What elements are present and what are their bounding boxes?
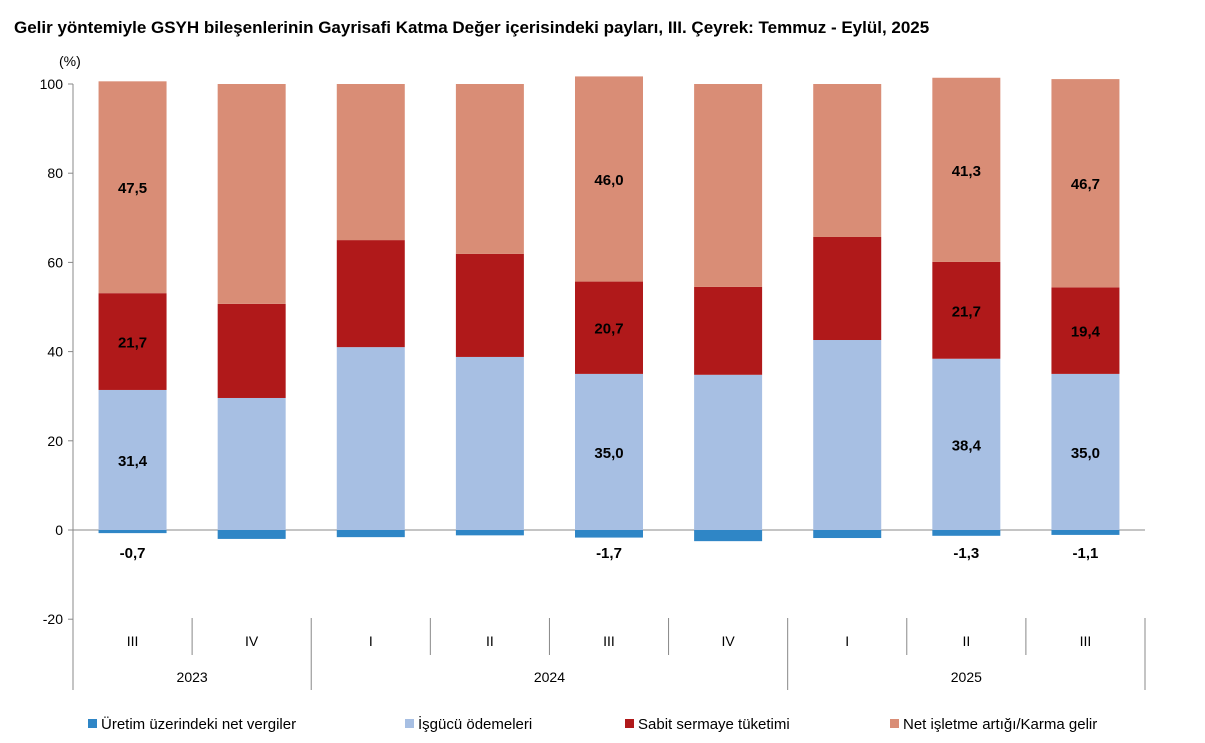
bar-segment [1051,373,1120,530]
y-tick-label: 40 [47,344,63,360]
x-tick-label: III [603,633,615,649]
data-label: -1,1 [1073,545,1099,562]
y-tick-label: 60 [47,254,63,270]
legend-swatch [88,719,97,728]
x-tick-label: III [127,633,139,649]
legend-label: İşgücü ödemeleri [418,715,532,733]
data-label: -0,7 [120,545,146,562]
bar-segment [575,373,643,530]
bar-segment [98,530,167,534]
bar-segment [217,303,286,398]
legend-label: Sabit sermaye tüketimi [638,716,790,733]
legend-swatch [625,719,634,728]
y-axis-label: (%) [59,53,81,69]
x-tick-label: I [369,633,373,649]
bar-segment [1051,287,1120,374]
year-label: 2024 [534,669,565,685]
bar-segment [932,77,1001,262]
bar-segment [694,84,763,287]
bar-segment [98,81,167,294]
bar-segment [217,397,286,530]
bar-segment [1051,530,1120,535]
bar-segment [1051,79,1120,288]
legend-swatch [890,719,899,728]
data-label: 31,4 [118,453,148,470]
y-tick-label: 0 [55,522,63,538]
chart-title: Gelir yöntemiyle GSYH bileşenlerinin Gay… [14,18,930,37]
bar-segment [217,84,286,304]
bar-segment [336,530,405,538]
y-tick-label: 100 [40,76,64,92]
bar-segment [813,84,882,237]
bar-segment [98,293,167,390]
x-tick-label: IV [245,633,259,649]
data-label: 20,7 [594,321,623,338]
data-label: 35,0 [1071,445,1100,462]
data-label: 41,3 [952,163,981,180]
y-tick-label: 80 [47,165,63,181]
bar-segment [932,530,1001,536]
year-label: 2025 [951,669,982,685]
bar-segment [336,84,405,241]
data-label: 46,7 [1071,176,1100,193]
data-label: 21,7 [118,335,147,352]
x-tick-label: II [962,633,970,649]
y-tick-label: 20 [47,433,63,449]
x-tick-label: IV [721,633,735,649]
bar-segment [813,236,882,341]
bar-segment [575,281,643,374]
data-label: 35,0 [594,445,623,462]
bar-segment [694,530,763,542]
bar-segment [336,347,405,530]
bar-segment [575,530,643,538]
bar-segment [694,374,763,530]
data-label: 47,5 [118,180,147,197]
x-tick-label: III [1080,633,1092,649]
x-tick-label: I [845,633,849,649]
year-label: 2023 [177,669,208,685]
bar-segment [932,261,1001,359]
bar-segment [455,253,524,357]
data-label: 21,7 [952,303,981,320]
bar-segment [813,340,882,530]
data-label: 46,0 [594,172,623,189]
data-label: 19,4 [1071,324,1101,341]
y-tick-label: -20 [43,611,63,627]
bar-segment [813,530,882,539]
legend-swatch [405,719,414,728]
data-label: -1,3 [953,545,979,562]
bar-segment [336,240,405,348]
bar-segment [455,356,524,530]
bar-segment [455,84,524,254]
data-label: 38,4 [952,437,982,454]
legend-label: Net işletme artığı/Karma gelir [903,716,1097,733]
x-tick-label: II [486,633,494,649]
bar-segment [217,530,286,539]
legend-label: Üretim üzerindeki net vergiler [101,715,296,733]
bar-segment [98,389,167,530]
bar-segment [694,286,763,375]
bar-segment [575,76,643,282]
data-label: -1,7 [596,545,622,562]
bar-segment [932,358,1001,530]
bar-segment [455,530,524,536]
